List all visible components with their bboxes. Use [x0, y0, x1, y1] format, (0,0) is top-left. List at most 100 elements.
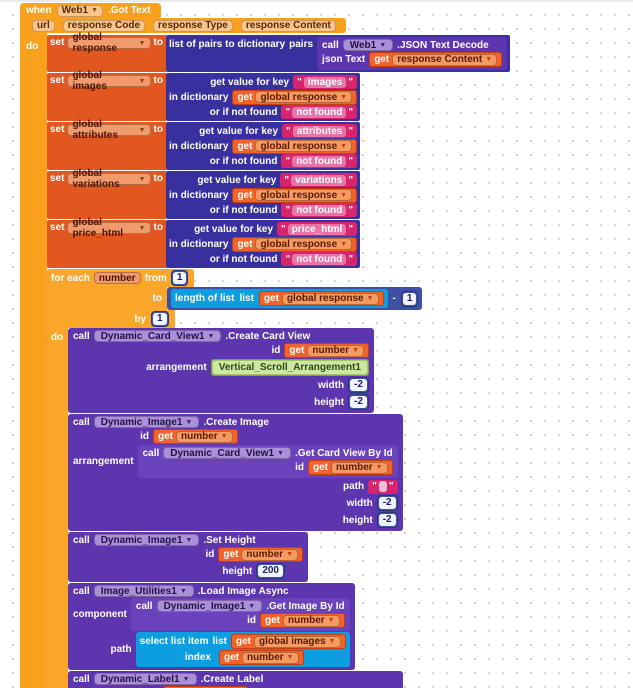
loop-variable-number[interactable]: number: [93, 272, 141, 284]
set-variable-header[interactable]: set global images ▼ to: [47, 70, 166, 121]
get-value-for-key-block[interactable]: get value for key " attributes " in dict…: [166, 122, 361, 170]
get-global-response-block[interactable]: get global response ▼: [232, 236, 358, 252]
set-global-price-html-block[interactable]: set global price_html ▼ to get value for…: [47, 217, 510, 268]
get-number-block[interactable]: get number ▼: [259, 613, 345, 628]
param-response-content[interactable]: response Content: [240, 19, 336, 32]
text-string-block[interactable]: " images ": [293, 75, 358, 89]
set-global-attributes-block[interactable]: set global attributes ▼ to get value for…: [47, 119, 510, 170]
select-list-item-block[interactable]: select list item list get global images …: [135, 632, 350, 667]
call-get-card-view-by-id-block[interactable]: call Dynamic_Card_View1 ▼ .Get Card View…: [137, 445, 398, 478]
get-number-block[interactable]: get number ▼: [284, 343, 369, 358]
get-value-for-key-block[interactable]: get value for key " images " in dictiona…: [166, 73, 361, 121]
set-variable-header[interactable]: set global response ▼ to: [47, 32, 166, 72]
param-response-type[interactable]: response Type: [153, 19, 233, 32]
number-block[interactable]: -2: [348, 377, 369, 393]
set-global-variations-block[interactable]: set global variations ▼ to get value for…: [47, 168, 510, 219]
variable-dropdown-number[interactable]: number ▼: [241, 651, 299, 664]
get-response-content-block[interactable]: get response Content ▼: [369, 52, 503, 67]
get-global-response-block[interactable]: get global response ▼: [232, 89, 358, 105]
number-block[interactable]: 200: [256, 563, 285, 579]
call-json-text-decode-block[interactable]: call Web1 ▼ .JSON Text Decode json Text: [317, 37, 508, 70]
loop-do-label: do: [47, 328, 68, 688]
set-variable-header[interactable]: set global price_html ▼ to: [47, 217, 166, 268]
for-each-number-block[interactable]: for each number from 1 to leng: [47, 269, 510, 688]
set-global-response-block[interactable]: set global response ▼ to list of pairs t…: [47, 32, 511, 72]
number-block[interactable]: 1: [400, 290, 419, 307]
text-string-block[interactable]: " not found ": [281, 252, 358, 266]
get-global-response-block[interactable]: get global response ▼: [232, 187, 358, 203]
variable-dropdown-response[interactable]: global response ▼: [255, 91, 353, 103]
component-dropdown-card-view[interactable]: Dynamic_Card_View1 ▼: [93, 330, 222, 342]
variable-dropdown-number[interactable]: number ▼: [241, 548, 298, 561]
component-dropdown-image-utilities[interactable]: Image_Utilities1 ▼: [93, 585, 194, 597]
get-global-response-block[interactable]: get global response ▼: [232, 138, 358, 154]
number-block[interactable]: -2: [376, 512, 398, 528]
variable-dropdown-response[interactable]: global response ▼: [255, 238, 353, 250]
variable-dropdown-number[interactable]: number ▼: [282, 614, 340, 627]
vertical-scroll-arrangement-block[interactable]: Vertical_Scroll_Arrangement1: [210, 359, 369, 376]
param-response-code[interactable]: response Code: [62, 19, 146, 32]
variable-dropdown-attributes[interactable]: global attributes ▼: [67, 119, 151, 141]
variable-dropdown-response-content[interactable]: response Content ▼: [392, 53, 498, 66]
length-of-list-block[interactable]: length of list list get global response …: [171, 289, 388, 308]
variable-dropdown-number[interactable]: number ▼: [330, 461, 388, 474]
component-dropdown-image[interactable]: Dynamic_Image1 ▼: [93, 534, 200, 546]
when-got-text-block[interactable]: when Web1 ▼ .Got Text url response Code …: [20, 3, 511, 688]
number-block[interactable]: 1: [170, 270, 189, 286]
get-number-block[interactable]: get number ▼: [218, 547, 303, 562]
get-value-for-key-block[interactable]: get value for key " price_html " in dict…: [166, 220, 361, 268]
call-load-image-async-block[interactable]: call Image_Utilities1 ▼ .Load Image Asyn…: [68, 583, 355, 670]
get-value-for-key-block[interactable]: get value for key " variations " in dict…: [166, 171, 361, 219]
call-create-label-block[interactable]: call Dynamic_Label1 ▼ .Create Label id: [68, 671, 403, 688]
caret-down-icon: ▼: [340, 191, 348, 199]
variable-dropdown-number[interactable]: number ▼: [307, 344, 364, 357]
variable-dropdown-response[interactable]: global response ▼: [67, 32, 151, 54]
component-dropdown-label[interactable]: Dynamic_Label1 ▼: [93, 673, 197, 685]
set-variable-header[interactable]: set global attributes ▼ to: [47, 119, 166, 170]
text-string-block[interactable]: " attributes ": [282, 124, 358, 138]
variable-dropdown-variations[interactable]: global variations ▼: [67, 168, 151, 190]
param-url[interactable]: url: [32, 19, 55, 32]
call-set-height-block[interactable]: call Dynamic_Image1 ▼ .Set Height id: [68, 532, 308, 582]
component-dropdown-card-view[interactable]: Dynamic_Card_View1 ▼: [163, 447, 291, 459]
variable-dropdown-response[interactable]: global response ▼: [255, 189, 353, 201]
get-number-block[interactable]: get number ▼: [307, 460, 393, 475]
text-string-block[interactable]: " variations ": [280, 173, 358, 187]
event-block-header[interactable]: when Web1 ▼ .Got Text: [20, 3, 161, 18]
number-block[interactable]: -2: [376, 495, 398, 511]
caret-down-icon: ▼: [91, 7, 98, 14]
json-text-arg-label: json Text: [322, 54, 366, 65]
component-dropdown-web1[interactable]: Web1 ▼: [342, 39, 394, 51]
call-create-image-block[interactable]: call Dynamic_Image1 ▼ .Create Image id: [68, 414, 403, 531]
text-string-block[interactable]: " not found ": [281, 105, 358, 119]
set-global-images-block[interactable]: set global images ▼ to get value for key…: [47, 70, 510, 121]
set-variable-header[interactable]: set global variations ▼ to: [47, 168, 166, 219]
text-string-block[interactable]: " not found ": [281, 203, 358, 217]
number-block[interactable]: 1: [151, 311, 169, 327]
variable-dropdown-images[interactable]: global images ▼: [67, 70, 151, 92]
component-dropdown-image[interactable]: Dynamic_Image1 ▼: [156, 600, 263, 612]
variable-dropdown-number[interactable]: number ▼: [175, 430, 233, 443]
subtract-block[interactable]: length of list list get global response …: [167, 287, 423, 310]
caret-down-icon: ▼: [286, 551, 293, 558]
get-number-block[interactable]: get number ▼: [152, 429, 238, 444]
call-create-card-view-block[interactable]: call Dynamic_Card_View1 ▼ .Create Card V…: [68, 328, 374, 413]
list-of-pairs-to-dictionary-block[interactable]: list of pairs to dictionary pairs call W…: [166, 35, 511, 72]
number-block[interactable]: -2: [348, 394, 369, 410]
text-string-block[interactable]: " price_html ": [277, 222, 358, 236]
variable-dropdown-images[interactable]: global images ▼: [253, 635, 341, 648]
empty-text-string-block[interactable]: " ": [368, 479, 398, 494]
variable-dropdown-price-html[interactable]: global price_html ▼: [67, 217, 151, 239]
component-dropdown-web1[interactable]: Web1 ▼: [56, 4, 103, 17]
variable-dropdown-response[interactable]: global response ▼: [281, 292, 379, 305]
get-global-images-block[interactable]: get global images ▼: [230, 634, 346, 649]
component-dropdown-image[interactable]: Dynamic_Image1 ▼: [93, 416, 200, 428]
get-global-response-block[interactable]: get global response ▼: [258, 291, 384, 306]
caret-down-icon: ▼: [286, 654, 294, 661]
variable-dropdown-response[interactable]: global response ▼: [255, 140, 353, 152]
get-number-block[interactable]: get number ▼: [218, 650, 304, 665]
caret-down-icon: ▼: [185, 536, 193, 544]
text-string-block[interactable]: " not found ": [281, 154, 358, 168]
call-get-image-by-id-block[interactable]: call Dynamic_Image1 ▼ .Get Image By Id: [130, 598, 350, 631]
